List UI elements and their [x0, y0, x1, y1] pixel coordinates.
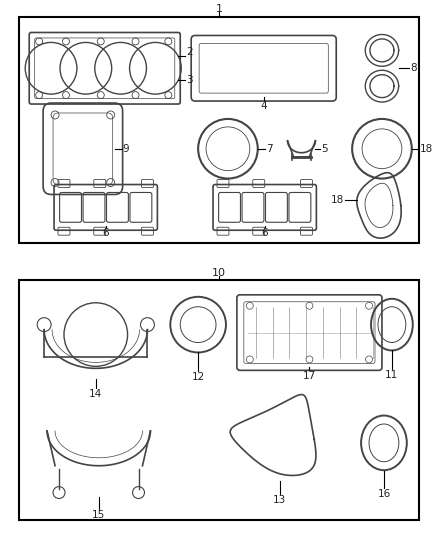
Text: 9: 9 [123, 144, 129, 154]
Text: 16: 16 [377, 489, 391, 498]
Text: 11: 11 [385, 370, 399, 381]
Text: 4: 4 [261, 101, 267, 111]
Text: 3: 3 [186, 75, 193, 85]
Text: 18: 18 [420, 144, 433, 154]
Text: 8: 8 [410, 63, 417, 73]
Text: 7: 7 [266, 144, 272, 154]
Text: 2: 2 [186, 47, 193, 58]
Text: 15: 15 [92, 511, 106, 520]
Text: 1: 1 [215, 4, 223, 14]
Text: 10: 10 [212, 268, 226, 278]
Text: 12: 12 [191, 373, 205, 382]
Text: 14: 14 [89, 389, 102, 399]
Text: 17: 17 [303, 372, 316, 381]
Text: 6: 6 [261, 228, 268, 238]
Text: 6: 6 [102, 228, 109, 238]
Text: 5: 5 [321, 144, 328, 154]
Text: 18: 18 [331, 196, 344, 205]
Text: 13: 13 [273, 495, 286, 505]
